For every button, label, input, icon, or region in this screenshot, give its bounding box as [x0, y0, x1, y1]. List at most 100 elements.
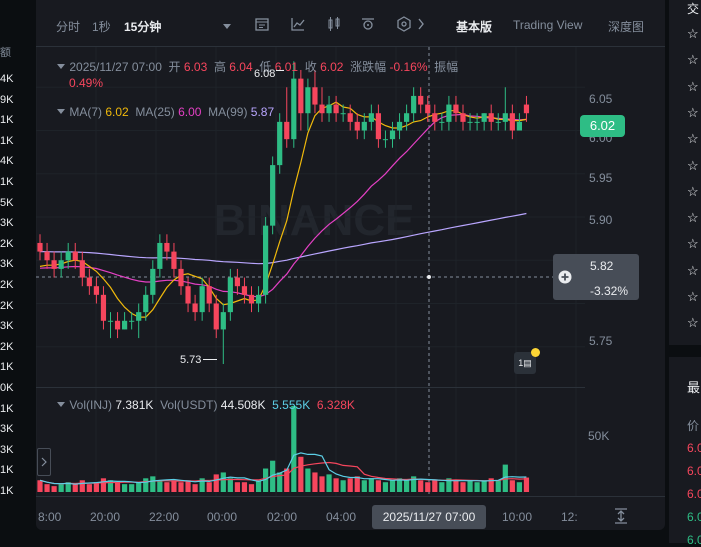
candle-body [65, 251, 71, 261]
collapse-icon[interactable] [56, 60, 66, 74]
volume-bar [86, 484, 92, 492]
volume-bar [51, 486, 57, 492]
ma7-value: 6.02 [105, 105, 129, 119]
fit-vertical-icon[interactable] [612, 507, 630, 530]
candle-body [107, 320, 114, 322]
volume-bar [298, 456, 304, 492]
right-price-value: 6.0 [687, 533, 701, 547]
candle-body [375, 113, 381, 140]
interval-15m[interactable]: 15分钟 [124, 20, 162, 34]
candle-body [340, 113, 346, 115]
collapse-icon[interactable] [56, 398, 66, 412]
right-price-value: 6.0 [687, 487, 701, 501]
price-axis-label: 6.05 [589, 92, 613, 106]
star-outline-icon[interactable]: ☆ [687, 52, 699, 68]
volume-bar [100, 478, 107, 492]
candle-body [227, 277, 233, 313]
volume-bar [199, 478, 205, 492]
view-basic-tab[interactable]: 基本版 [456, 20, 493, 34]
indicator-icon[interactable] [360, 16, 376, 35]
volume-bar [460, 482, 466, 492]
notification-dot [531, 348, 540, 357]
candle-body [453, 104, 459, 114]
caret-down-icon[interactable] [222, 20, 232, 34]
amplitude-label: 振幅 [434, 60, 459, 74]
candle-body [277, 121, 283, 166]
interval-1s[interactable]: 1秒 [92, 20, 111, 34]
ma99-label: MA(99) [208, 105, 248, 119]
last-price-tag: 6.02 [580, 115, 625, 137]
volume-bar [37, 480, 43, 492]
high-label: 高 [213, 60, 226, 74]
volume-bar [404, 480, 410, 492]
star-outline-icon[interactable]: ☆ [687, 236, 699, 252]
volume-bar [516, 482, 522, 492]
candle-body [213, 303, 219, 330]
volume-bar [79, 480, 85, 492]
candles-icon[interactable] [326, 16, 342, 35]
view-depth-tab[interactable]: 深度图 [608, 20, 645, 34]
star-outline-icon[interactable]: ☆ [687, 26, 699, 41]
left-column-value: 3K [0, 217, 14, 230]
star-outline-icon[interactable]: ☆ [687, 131, 699, 147]
price-chart[interactable]: BINANCE [36, 47, 665, 530]
time-axis-label: 04:00 [326, 510, 357, 524]
volume-bar [347, 478, 353, 492]
volume-bar [382, 482, 389, 492]
star-outline-icon[interactable]: ☆ [687, 78, 699, 94]
left-column-value: 1K [0, 361, 14, 374]
candle-body [509, 113, 515, 131]
expand-pane-button[interactable] [37, 448, 51, 476]
volume-bar [248, 484, 255, 492]
candle-body [185, 286, 191, 304]
calendar-icon[interactable] [254, 16, 270, 35]
star-outline-icon[interactable]: ☆ [687, 104, 699, 120]
volume-bar [171, 480, 177, 492]
event-icon[interactable]: 1▤ [514, 352, 536, 374]
candles [37, 61, 530, 365]
candle-body [298, 78, 304, 114]
star-outline-icon[interactable]: ☆ [687, 210, 699, 226]
star-outline-icon[interactable]: ☆ [687, 183, 699, 199]
volume-bar [178, 482, 184, 492]
left-column-value: 4K [0, 155, 14, 168]
line-chart-icon[interactable] [290, 16, 306, 35]
star-outline-icon[interactable]: ☆ [687, 289, 699, 304]
candle-body [86, 277, 92, 287]
volume-bar [446, 478, 452, 492]
view-tradingview-tab[interactable]: Trading View [513, 18, 583, 32]
candle-body [523, 104, 530, 114]
candle-body [488, 113, 494, 122]
volume-bars [37, 405, 530, 492]
star-outline-icon[interactable]: ☆ [687, 262, 699, 278]
vol-ma2-value: 6.328K [316, 398, 355, 412]
star-outline-icon[interactable]: ☆ [687, 157, 699, 173]
candle-body [326, 104, 332, 114]
high-marker-line [276, 70, 284, 71]
crosshair-price: 5.82 [590, 259, 614, 273]
volume-bar [418, 480, 424, 492]
open-label: 开 [168, 60, 181, 74]
right-panel: 交 ☆ ☆ ☆ ☆ ☆ ☆ ☆ ☆ ☆ ☆ ☆ ☆ 最 价 6.0 6.0 6.0 6.0 6.0 [669, 0, 701, 547]
time-axis-label: 20:00 [90, 510, 121, 524]
interval-timeshare[interactable]: 分时 [56, 20, 81, 34]
price-axis-label: 5.75 [589, 334, 613, 348]
right-price-value: 6.0 [687, 510, 701, 524]
high-marker: 6.08 [254, 68, 276, 80]
chart-toolbar: 分时 1秒 15分钟 基本版 Trading View 深度图 [36, 10, 665, 40]
volume-bar [150, 476, 156, 492]
candle-body [432, 113, 438, 122]
plus-circle-icon[interactable] [558, 270, 572, 289]
candle-body [129, 320, 135, 322]
change-value: -0.16% [389, 60, 428, 74]
star-outline-icon[interactable]: ☆ [687, 315, 699, 331]
volume-bar [474, 482, 480, 492]
candle-body [100, 294, 107, 321]
settings-icon[interactable] [396, 16, 412, 35]
candle-body [439, 121, 445, 123]
collapse-icon[interactable] [56, 105, 66, 119]
time-axis-label: 12: [561, 510, 578, 524]
vol-usdt-label: Vol(USDT) [160, 398, 218, 412]
chevron-right-icon[interactable] [416, 16, 426, 35]
right-price-value: 6.0 [687, 441, 701, 455]
